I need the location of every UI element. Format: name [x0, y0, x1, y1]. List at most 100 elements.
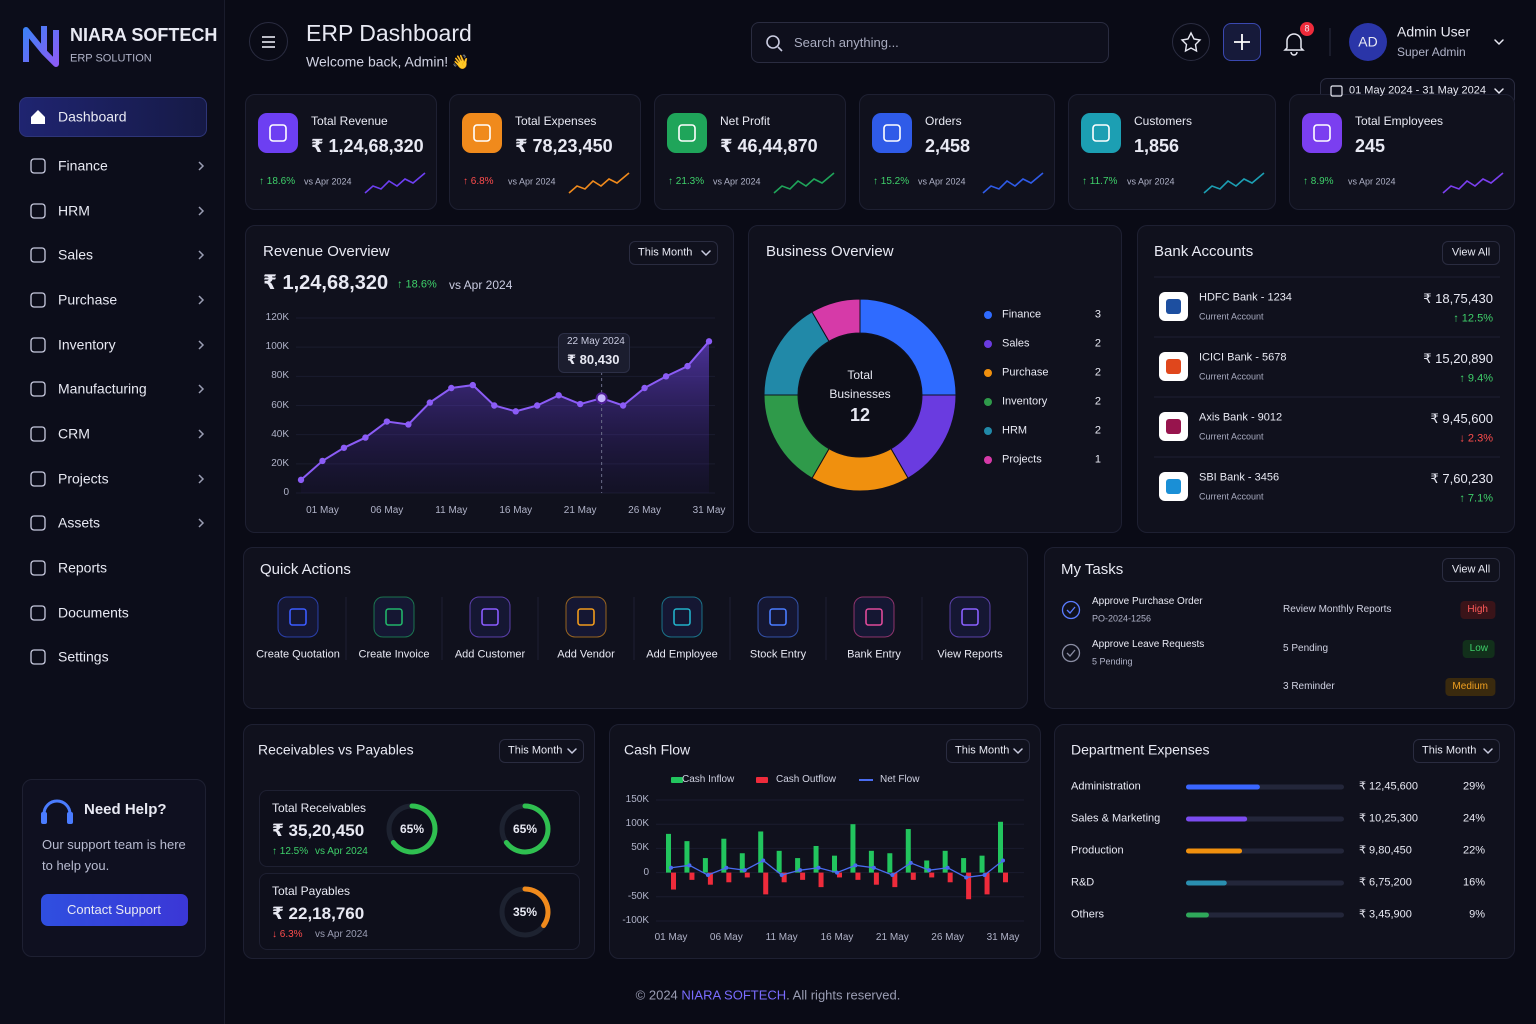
favorites-button[interactable] — [1172, 23, 1210, 61]
button[interactable] — [1442, 558, 1500, 582]
point — [816, 865, 821, 870]
action-label[interactable]: Add Employee — [646, 648, 718, 661]
bank-balance: ₹ 18,75,430 — [1423, 291, 1493, 307]
sparkline — [1442, 172, 1504, 194]
dropdown[interactable] — [1413, 739, 1500, 763]
task-title[interactable]: Approve Purchase Order — [1092, 596, 1203, 607]
kpi-value: 1,856 — [1134, 136, 1180, 157]
menu-item-active[interactable] — [19, 97, 207, 137]
legend-marker — [756, 777, 768, 783]
bell-icon — [1283, 33, 1305, 56]
sparkline — [773, 172, 835, 194]
button-label[interactable]: View All — [1451, 563, 1491, 576]
action-label[interactable]: Bank Entry — [847, 648, 901, 661]
menu-label[interactable]: Purchase — [58, 291, 118, 308]
button-label[interactable]: Contact Support — [67, 902, 161, 918]
ring — [522, 886, 551, 929]
x-tick-label: 11 May — [435, 505, 468, 516]
button[interactable] — [1442, 241, 1500, 265]
dropdown[interactable] — [946, 739, 1030, 763]
action-label[interactable]: Create Quotation — [256, 648, 340, 661]
menu-label[interactable]: Sales — [58, 246, 94, 263]
dropdown-label[interactable]: This Month — [638, 246, 693, 259]
help-icon — [67, 812, 73, 824]
dropdown-label[interactable]: This Month — [955, 744, 1010, 757]
point — [761, 858, 766, 863]
bar — [1186, 880, 1227, 886]
point — [512, 408, 519, 415]
kpi-icon-glyph — [1313, 124, 1331, 142]
department-percent: 29% — [1462, 780, 1485, 793]
bank-type: Current Account — [1199, 431, 1264, 442]
action-label[interactable]: Create Invoice — [358, 648, 430, 661]
search-box[interactable] — [751, 22, 1109, 63]
point — [669, 865, 673, 870]
menu-label[interactable]: CRM — [58, 425, 90, 442]
point — [641, 384, 648, 392]
point — [853, 863, 858, 868]
bar — [855, 872, 861, 880]
legend-value: 2 — [1094, 337, 1101, 350]
action-label[interactable]: Stock Entry — [749, 648, 807, 661]
point — [405, 421, 412, 428]
chevron — [198, 474, 205, 484]
tagline: ERP SOLUTION — [70, 52, 152, 65]
reminder-text: 3 Reminder — [1283, 681, 1335, 692]
department-percent: 24% — [1462, 812, 1485, 825]
bar — [1186, 912, 1209, 918]
dropdown[interactable] — [629, 241, 718, 265]
kpi-comparison: vs Apr 2024 — [508, 176, 556, 187]
dropdown-label[interactable]: This Month — [1422, 744, 1477, 757]
chevron — [198, 250, 205, 260]
avatar-initials[interactable]: AD — [1358, 33, 1378, 50]
menu-label[interactable]: Documents — [58, 604, 129, 621]
user-name[interactable]: Admin User — [1397, 23, 1471, 40]
menu-label[interactable]: Projects — [58, 470, 109, 487]
action-label[interactable]: Add Customer — [454, 648, 526, 661]
action-label[interactable]: Add Vendor — [557, 648, 615, 661]
menu-label[interactable]: Finance — [58, 157, 108, 174]
bar — [947, 872, 953, 883]
x-tick-label: 21 May — [875, 932, 909, 943]
legend-marker — [984, 398, 992, 406]
date-range[interactable]: 01 May 2024 - 31 May 2024 — [1349, 84, 1486, 97]
chevron — [1494, 39, 1504, 46]
button-label[interactable]: View All — [1451, 246, 1491, 259]
menu-label[interactable]: Assets — [58, 514, 101, 531]
footer: © 2024 NIARA SOFTECH. All rights reserve… — [636, 988, 901, 1003]
task-check — [1061, 643, 1081, 663]
dropdown-label[interactable]: This Month — [508, 744, 563, 757]
footer-brand[interactable]: NIARA SOFTECH — [681, 987, 787, 1003]
task-title[interactable]: Approve Leave Requests — [1092, 639, 1205, 650]
department-name: Others — [1071, 908, 1105, 921]
action-icon — [757, 596, 799, 638]
kpi-value: ₹ 46,44,870 — [720, 136, 818, 157]
dropdown[interactable] — [499, 739, 584, 763]
menu-label[interactable]: Manufacturing — [58, 380, 147, 397]
legend-marker — [984, 340, 992, 348]
menu-icon — [30, 158, 46, 174]
revenue-comparison: vs Apr 2024 — [449, 277, 513, 292]
menu-toggle[interactable] — [249, 22, 288, 61]
point — [534, 402, 541, 409]
menu-label[interactable]: Dashboard — [58, 108, 127, 125]
action-label[interactable]: View Reports — [937, 648, 1003, 661]
department-amount: ₹ 9,80,450 — [1359, 844, 1412, 857]
contact-button[interactable] — [41, 894, 188, 926]
point — [779, 873, 784, 878]
menu-label[interactable]: HRM — [58, 202, 90, 219]
point — [340, 444, 348, 451]
donut-center-label: Total Businesses — [829, 368, 891, 401]
menu-label[interactable]: Inventory — [58, 336, 116, 353]
bar — [776, 850, 782, 873]
bank-change: ↑ 12.5% — [1453, 312, 1493, 325]
legend-marker — [984, 369, 992, 377]
y-tick-label: -50K — [627, 890, 649, 902]
menu-label[interactable]: Settings — [58, 648, 109, 665]
search-placeholder[interactable]: Search anything... — [794, 35, 899, 51]
star-icon — [1180, 31, 1202, 53]
search-icon — [766, 35, 780, 49]
kpi-title: Total Expenses — [515, 113, 597, 128]
x-tick-label: 01 May — [306, 505, 339, 516]
menu-label[interactable]: Reports — [58, 559, 108, 576]
